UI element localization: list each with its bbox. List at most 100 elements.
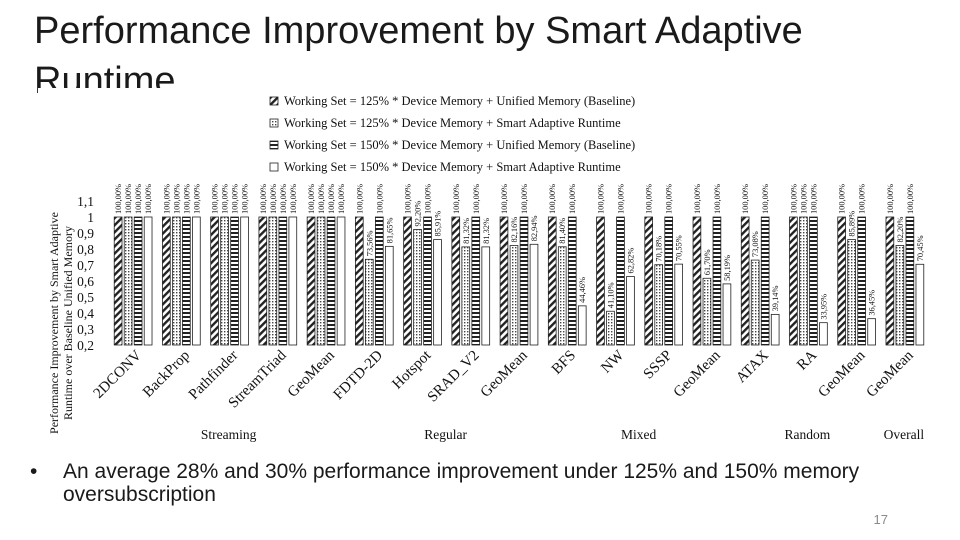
bar: [547, 216, 557, 346]
bar: [384, 245, 394, 346]
bar: [268, 216, 278, 346]
data-label: 100,00%: [424, 184, 433, 214]
bar: [857, 216, 866, 346]
bar: [326, 216, 336, 346]
data-label: 58,19%: [723, 255, 732, 281]
data-label: 100,00%: [172, 184, 181, 214]
data-label: 100,00%: [789, 184, 798, 214]
bar: [413, 229, 422, 346]
category-label: GeoMean: [864, 347, 917, 400]
data-label: 100,00%: [337, 184, 346, 214]
y-tick-label: 0,8: [77, 242, 94, 257]
data-label: 100,00%: [124, 184, 133, 214]
data-label: 100,00%: [317, 184, 326, 214]
bar: [113, 216, 123, 346]
legend-swatch-1: [269, 118, 279, 128]
data-label: 100,00%: [241, 184, 250, 214]
data-label: 100,00%: [665, 184, 674, 214]
bar: [770, 313, 780, 346]
category-label: FDTD-2D: [331, 347, 387, 403]
bar: [606, 310, 615, 346]
bar: [722, 283, 732, 346]
data-label: 100,00%: [231, 184, 240, 214]
data-label: 100,00%: [858, 184, 867, 214]
bar: [182, 216, 191, 346]
data-label: 85,89%: [848, 211, 857, 237]
bar: [750, 259, 760, 346]
data-label: 100,00%: [809, 184, 818, 214]
bar: [596, 216, 605, 346]
data-label: 100,00%: [886, 184, 895, 214]
data-label: 100,00%: [713, 184, 722, 214]
bar: [692, 216, 702, 346]
summary-bullet: • An average 28% and 30% performance imp…: [30, 460, 910, 506]
chart-area: Working Set = 125% * Device Memory + Uni…: [38, 88, 930, 446]
data-label: 100,00%: [162, 184, 171, 214]
category-label: BackProp: [140, 348, 193, 401]
bar: [577, 305, 587, 346]
bar: [461, 246, 471, 346]
category-label: GeoMean: [478, 347, 531, 400]
y-tick-label: 0,9: [77, 226, 94, 241]
data-label: 61,70%: [703, 249, 712, 275]
bar: [172, 216, 181, 346]
y-tick-label: 0,4: [77, 306, 94, 321]
bar: [364, 258, 374, 346]
group-label: Regular: [424, 427, 467, 442]
legend-label-1: Working Set = 125% * Device Memory + Sma…: [284, 116, 621, 130]
bar: [210, 216, 219, 346]
bar: [471, 216, 481, 346]
data-label: 33,95%: [819, 294, 828, 320]
bar: [819, 322, 828, 346]
bar: [220, 216, 229, 346]
category-label: GeoMean: [815, 347, 868, 400]
data-label: 39,14%: [771, 286, 780, 312]
group-label: Random: [785, 427, 831, 442]
data-label: 100,00%: [327, 184, 336, 214]
bar: [133, 216, 143, 346]
data-label: 81,32%: [462, 218, 471, 244]
data-label: 100,00%: [221, 184, 230, 214]
data-label: 100,00%: [192, 184, 201, 214]
data-label: 100,00%: [596, 184, 605, 214]
bar: [702, 277, 712, 346]
data-label: 44,46%: [578, 277, 587, 303]
data-label: 70,45%: [916, 235, 925, 261]
bullet-dot-icon: •: [30, 460, 38, 483]
data-label: 100,00%: [259, 184, 268, 214]
bar: [336, 216, 346, 346]
data-label: 100,00%: [472, 184, 481, 214]
bar: [809, 216, 818, 346]
y-tick-label: 1,1: [77, 194, 94, 209]
data-label: 100,00%: [799, 184, 808, 214]
data-label: 100,00%: [568, 184, 577, 214]
bar: [451, 216, 461, 346]
data-label: 100,00%: [761, 184, 770, 214]
data-label: 100,00%: [520, 184, 529, 214]
y-tick-label: 1: [87, 210, 94, 225]
bar: [664, 216, 674, 346]
legend-swatch-3: [269, 162, 279, 172]
data-label: 82,20%: [896, 217, 905, 243]
bar: [143, 216, 153, 346]
data-label: 100,00%: [838, 184, 847, 214]
data-label: 100,00%: [279, 184, 288, 214]
data-label: 100,00%: [182, 184, 191, 214]
group-label: Streaming: [201, 427, 257, 442]
legend-swatch-0: [269, 96, 279, 106]
bar: [240, 216, 249, 346]
data-label: 100,00%: [211, 184, 220, 214]
legend-swatch-2: [269, 140, 279, 150]
data-label: 100,00%: [616, 184, 625, 214]
bar: [288, 216, 298, 346]
data-label: 100,00%: [307, 184, 316, 214]
bar: [567, 216, 577, 346]
bar: [162, 216, 171, 346]
group-label: Overall: [884, 427, 925, 442]
bar: [403, 216, 412, 346]
bar-chart: Working Set = 125% * Device Memory + Uni…: [47, 94, 925, 442]
summary-text: An average 28% and 30% performance impro…: [63, 460, 860, 506]
bar: [867, 318, 876, 346]
bar: [374, 216, 384, 346]
bar: [885, 216, 895, 346]
